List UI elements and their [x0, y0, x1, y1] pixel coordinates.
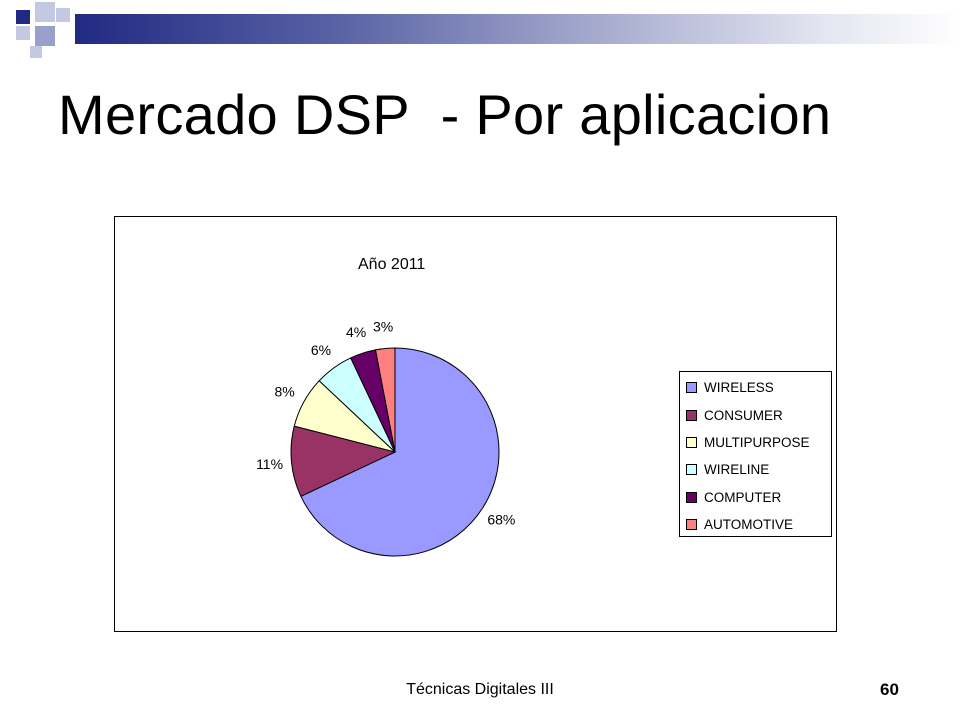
legend-item: MULTIPURPOSE: [686, 429, 831, 456]
corner-square-medium: [35, 26, 55, 46]
pie-slice-consumer: [290, 425, 397, 497]
pie-slice-wireless: [300, 347, 500, 557]
chart-title: Año 2011: [358, 256, 426, 273]
legend-swatch: [686, 436, 697, 448]
pie-data-label: 4%: [346, 324, 366, 340]
page-number: 60: [880, 680, 899, 699]
legend-label: COMPUTER: [704, 489, 782, 505]
corner-square-light: [16, 26, 30, 40]
pie-data-label: 11%: [256, 456, 283, 472]
pie-slice-automotive: [374, 347, 396, 453]
pie-data-label: 68%: [487, 512, 515, 528]
legend-label: AUTOMOTIVE: [704, 517, 794, 533]
legend-item: CONSUMER: [686, 401, 831, 428]
header-gradient-bar: [75, 14, 960, 44]
chart-legend: WIRELESS CONSUMER MULTIPURPOSE WIRELINE …: [679, 371, 832, 537]
legend-swatch: [686, 519, 697, 531]
legend-label: WIRELINE: [704, 462, 770, 478]
legend-swatch: [686, 409, 697, 421]
legend-label: WIRELESS: [704, 380, 774, 396]
corner-square-light: [30, 46, 42, 58]
legend-item: WIRELINE: [686, 456, 831, 483]
legend-item: COMPUTER: [686, 484, 831, 511]
footer-text: Técnicas Digitales III: [406, 681, 554, 698]
legend-swatch: [686, 382, 697, 394]
legend-swatch: [686, 464, 697, 476]
slide-title: Mercado DSP - Por aplicacion: [58, 83, 832, 146]
corner-square-light: [56, 8, 70, 22]
pie-data-label: 6%: [311, 342, 331, 358]
pie-data-label: 8%: [274, 383, 294, 399]
legend-label: CONSUMER: [704, 407, 783, 423]
legend-item: AUTOMOTIVE: [686, 511, 831, 538]
corner-square-navy: [16, 10, 30, 24]
corner-square-light: [35, 2, 55, 22]
legend-item: WIRELESS: [686, 374, 831, 401]
pie-data-label: 3%: [373, 319, 393, 335]
legend-label: MULTIPURPOSE: [704, 434, 810, 450]
legend-swatch: [686, 491, 697, 503]
